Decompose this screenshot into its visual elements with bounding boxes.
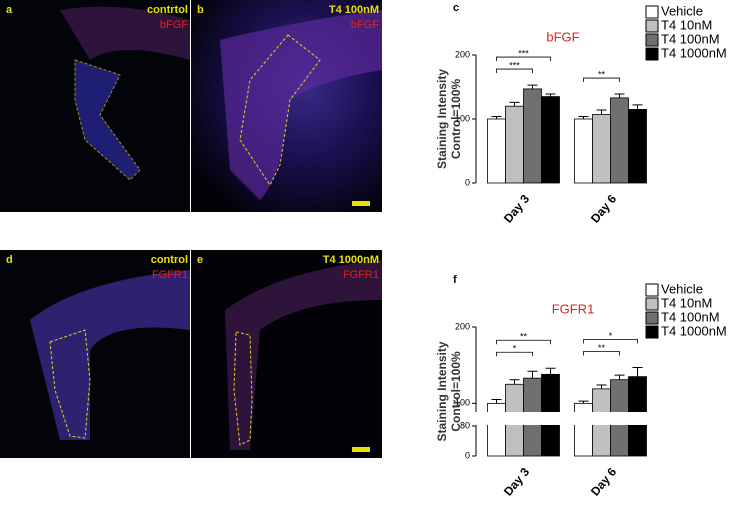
legend-label: T4 1000nM [661, 323, 727, 338]
micro-panel [0, 0, 190, 212]
bar [487, 402, 506, 457]
legend-label: Vehicle [661, 3, 703, 18]
significance-label: ** [598, 343, 606, 353]
legend-swatch [645, 47, 659, 61]
micro-panel [191, 250, 382, 458]
significance-label: ** [520, 332, 528, 342]
error-bar [527, 84, 538, 89]
error-bar [509, 101, 520, 107]
bar [574, 118, 593, 184]
bar [505, 105, 524, 184]
x-tick-label: Day 6 [588, 192, 620, 226]
x-tick-label: Day 6 [588, 465, 620, 499]
y-axis-label: Staining Intensity [435, 69, 449, 169]
bar [628, 109, 647, 184]
legend-label: T4 10nM [661, 295, 712, 310]
legend-label: T4 100nM [661, 309, 720, 324]
chart-title: bFGF [546, 29, 579, 44]
y-tick-label: 200 [455, 49, 470, 59]
panel-letter: c [453, 2, 459, 14]
x-tick-label: Day 3 [501, 192, 533, 226]
bar [610, 97, 629, 184]
legend-swatch [645, 311, 659, 325]
error-bar [509, 379, 520, 385]
micro-panel [191, 0, 382, 212]
panel-letter: f [453, 274, 457, 286]
y-axis-label: Staining Intensity [435, 341, 449, 441]
legend-label: T4 10nM [661, 17, 712, 32]
legend-label: Vehicle [661, 281, 703, 296]
error-bar [527, 370, 538, 379]
error-bar [632, 366, 643, 377]
y-tick-label: 80 [460, 420, 470, 430]
y-tick-label: 0 [465, 177, 470, 187]
panel-condition: T4 1000nM [323, 254, 379, 266]
error-bar [614, 374, 625, 380]
error-bar [491, 399, 502, 404]
y-axis-label: Control=100% [449, 78, 463, 159]
bar [574, 402, 593, 457]
x-tick-label: Day 3 [501, 465, 533, 499]
error-bar [614, 93, 625, 98]
error-bar [491, 115, 502, 119]
significance-bracket [583, 339, 638, 344]
error-bar [545, 93, 556, 97]
error-bar [545, 367, 556, 375]
legend-label: T4 100nM [661, 31, 720, 46]
panel-condition: contrtol [147, 4, 188, 16]
bar [487, 118, 506, 184]
panel-stain: bFGF [351, 19, 379, 31]
error-bar [596, 384, 607, 389]
error-bar [578, 400, 589, 404]
panel-letter: a [6, 4, 13, 16]
panel-condition: T4 100nM [329, 4, 379, 16]
significance-label: * [609, 331, 613, 341]
panel-stain: FGFR1 [343, 269, 379, 281]
legend-swatch [645, 5, 659, 19]
y-tick-label: 200 [455, 321, 470, 331]
panel-stain: FGFR1 [152, 269, 188, 281]
bar [592, 114, 611, 184]
micro-panel [0, 250, 190, 458]
y-axis-label: Control=100% [449, 351, 463, 432]
bar [541, 96, 560, 184]
error-bar [632, 104, 643, 110]
error-bar [596, 109, 607, 115]
error-bar [578, 115, 589, 119]
legend-swatch [645, 283, 659, 297]
y-tick-label: 100 [455, 398, 470, 408]
legend-swatch [645, 297, 659, 311]
bar [523, 88, 542, 184]
y-tick-label: 100 [455, 113, 470, 123]
significance-bracket [583, 351, 620, 356]
legend-swatch [645, 325, 659, 339]
significance-bracket [496, 68, 533, 74]
panel-letter: e [197, 254, 203, 266]
panel-stain: bFGF [160, 19, 188, 31]
panel-condition: control [151, 254, 188, 266]
legend-swatch [645, 19, 659, 33]
significance-bracket [496, 351, 533, 357]
panel-letter: d [6, 254, 13, 266]
legend-label: T4 1000nM [661, 45, 727, 60]
panel-letter: b [197, 4, 204, 16]
significance-bracket [583, 77, 620, 83]
axis-break [471, 412, 655, 425]
chart-title: FGFR1 [552, 301, 595, 316]
significance-bracket [496, 56, 551, 62]
significance-label: *** [509, 60, 520, 70]
y-tick-label: 0 [465, 450, 470, 460]
significance-label: * [513, 344, 517, 354]
legend-swatch [645, 33, 659, 47]
significance-label: ** [598, 69, 606, 79]
significance-bracket [496, 339, 551, 345]
significance-label: *** [518, 48, 529, 58]
